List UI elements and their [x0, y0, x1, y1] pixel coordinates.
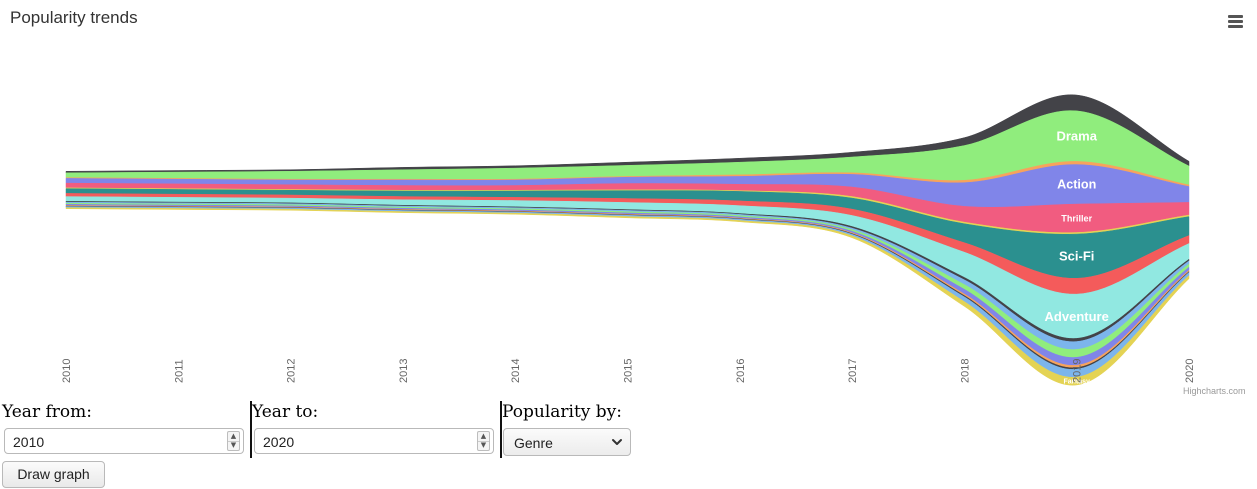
x-tick-label: 2017	[847, 359, 859, 383]
credits-link[interactable]: Highcharts.com	[1183, 386, 1246, 396]
divider	[250, 401, 252, 458]
year-from-value: 2010	[13, 434, 45, 450]
x-tick-label: 2013	[398, 359, 410, 383]
x-tick-label: 2020	[1184, 359, 1196, 383]
series-label-thriller: Thriller	[1061, 213, 1092, 223]
year-to-label: Year to:	[252, 402, 319, 422]
year-from-input[interactable]: 2010 ▲ ▼	[4, 428, 244, 454]
stream-series-fantasy[interactable]	[65, 207, 1190, 386]
series-label-adventure: Adventure	[1045, 309, 1109, 324]
streamgraph-chart: Drama Action Thriller Sci-Fi Adventure Fantas…	[61, 94, 1196, 386]
chart-title: Popularity trends	[10, 8, 138, 27]
x-tick-label: 2014	[510, 359, 522, 383]
x-tick-label: 2016	[735, 359, 747, 383]
year-from-spinner[interactable]: ▲ ▼	[227, 431, 240, 451]
x-tick-label: 2011	[173, 359, 185, 383]
series-label-sci-fi: Sci-Fi	[1059, 249, 1094, 264]
popularity-by-select[interactable]: Genre	[503, 428, 631, 456]
divider	[500, 401, 502, 458]
x-tick-label: 2015	[623, 359, 635, 383]
year-to-spinner[interactable]: ▲ ▼	[477, 431, 490, 451]
year-to-input[interactable]: 2020 ▲ ▼	[254, 428, 494, 454]
spinner-down-icon[interactable]: ▼	[230, 441, 237, 449]
x-tick-label: 2012	[286, 359, 298, 383]
popularity-by-value: Genre	[514, 435, 553, 451]
draw-graph-button[interactable]: Draw graph	[2, 461, 105, 488]
hamburger-menu-icon[interactable]	[1224, 10, 1246, 32]
spinner-up-icon[interactable]: ▲	[228, 432, 239, 442]
chart-container: Popularity trends Drama Action Thriller Sci…	[10, 8, 1246, 396]
x-tick-label: 2010	[61, 359, 73, 383]
chevron-down-icon	[612, 439, 622, 445]
x-tick-label: 2019	[1072, 359, 1084, 383]
year-from-label: Year from:	[2, 402, 92, 422]
year-to-value: 2020	[263, 434, 295, 450]
popularity-by-group: Popularity by: Genre	[500, 400, 750, 460]
series-label-drama: Drama	[1056, 129, 1097, 144]
series-label-action: Action	[1057, 178, 1096, 192]
spinner-down-icon[interactable]: ▼	[480, 441, 487, 449]
year-from-group: Year from: 2010 ▲ ▼	[0, 400, 250, 460]
spinner-up-icon[interactable]: ▲	[478, 432, 489, 442]
series-label-fantasy: Fantasy	[1063, 378, 1090, 385]
x-tick-label: 2018	[959, 359, 971, 383]
year-to-group: Year to: 2020 ▲ ▼	[250, 400, 500, 460]
popularity-by-label: Popularity by:	[502, 402, 623, 422]
